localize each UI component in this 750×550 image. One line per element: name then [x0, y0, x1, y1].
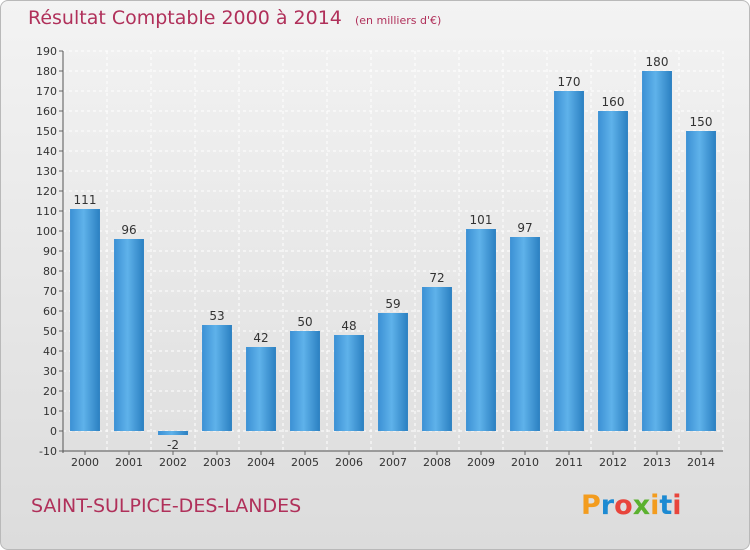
y-tick-label: 40 [43, 345, 57, 358]
bar-2012 [598, 111, 628, 431]
data-label-2014: 150 [690, 115, 713, 129]
x-tick-label: 2006 [335, 456, 363, 469]
data-label-2001: 96 [121, 223, 136, 237]
y-tick-label: 0 [50, 425, 57, 438]
bar-2014 [686, 131, 716, 431]
data-label-2013: 180 [646, 55, 669, 69]
bar-2002 [158, 431, 188, 435]
x-tick-label: 2003 [203, 456, 231, 469]
x-tick-label: 2004 [247, 456, 275, 469]
y-tick-label: 90 [43, 245, 57, 258]
bar-2008 [422, 287, 452, 431]
y-tick-label: 150 [36, 125, 57, 138]
y-tick-label: 190 [36, 45, 57, 58]
data-label-2010: 97 [517, 221, 532, 235]
chart-title-main: Résultat Comptable 2000 à 2014 [28, 7, 342, 29]
y-tick-label: 100 [36, 225, 57, 238]
chart-title: Résultat Comptable 2000 à 2014 (en milli… [28, 7, 441, 29]
data-label-2012: 160 [602, 95, 625, 109]
data-label-2005: 50 [297, 315, 312, 329]
x-tick-label: 2007 [379, 456, 407, 469]
y-tick-label: 50 [43, 325, 57, 338]
axes: -10 0 10 20 30 40 50 60 70 80 90 100 110 120 130 140 150… [36, 45, 723, 458]
x-tick-label: 2013 [643, 456, 671, 469]
bar-2000 [70, 209, 100, 431]
y-tick-label: 180 [36, 65, 57, 78]
bar-2001 [114, 239, 144, 431]
data-label-2009: 101 [470, 213, 493, 227]
bars [70, 71, 716, 435]
y-tick-label: 20 [43, 385, 57, 398]
data-label-2000: 111 [74, 193, 97, 207]
data-label-2011: 170 [558, 75, 581, 89]
data-label-2003: 53 [209, 309, 224, 323]
y-tick-label: 120 [36, 185, 57, 198]
data-label-2004: 42 [253, 331, 268, 345]
bar-2013 [642, 71, 672, 431]
x-tick-label: 2009 [467, 456, 495, 469]
y-tick-label: 80 [43, 265, 57, 278]
y-tick-label: 70 [43, 285, 57, 298]
x-tick-label: 2002 [159, 456, 187, 469]
labels: 2000 111 2001 96 2002 -2 2003 53 2004 42 2005 50 200… [71, 55, 715, 469]
x-tick-label: 2000 [71, 456, 99, 469]
commune-name: SAINT-SULPICE-DES-LANDES [31, 495, 302, 517]
bar-2006 [334, 335, 364, 431]
y-tick-label: 140 [36, 145, 57, 158]
data-label-2006: 48 [341, 319, 356, 333]
bar-2010 [510, 237, 540, 431]
y-tick-label: 130 [36, 165, 57, 178]
proxiti-logo: Proxiti [581, 490, 682, 521]
x-tick-label: 2011 [555, 456, 583, 469]
chart-title-unit: (en milliers d'€) [354, 14, 442, 27]
data-label-2007: 59 [385, 297, 400, 311]
x-tick-label: 2010 [511, 456, 539, 469]
x-tick-label: 2008 [423, 456, 451, 469]
y-tick-label: 160 [36, 105, 57, 118]
bar-2011 [554, 91, 584, 431]
y-tick-label: 30 [43, 365, 57, 378]
bar-2007 [378, 313, 408, 431]
x-tick-label: 2001 [115, 456, 143, 469]
bar-2004 [246, 347, 276, 431]
y-tick-label: 10 [43, 405, 57, 418]
x-tick-label: 2014 [687, 456, 715, 469]
data-label-2002: -2 [167, 438, 179, 452]
y-tick-label: 110 [36, 205, 57, 218]
x-tick-label: 2005 [291, 456, 319, 469]
data-label-2008: 72 [429, 271, 444, 285]
bar-2005 [290, 331, 320, 431]
y-tick-label: 170 [36, 85, 57, 98]
bar-2003 [202, 325, 232, 431]
y-tick-label: -10 [39, 445, 57, 458]
x-tick-label: 2012 [599, 456, 627, 469]
bar-2009 [466, 229, 496, 431]
y-tick-label: 60 [43, 305, 57, 318]
